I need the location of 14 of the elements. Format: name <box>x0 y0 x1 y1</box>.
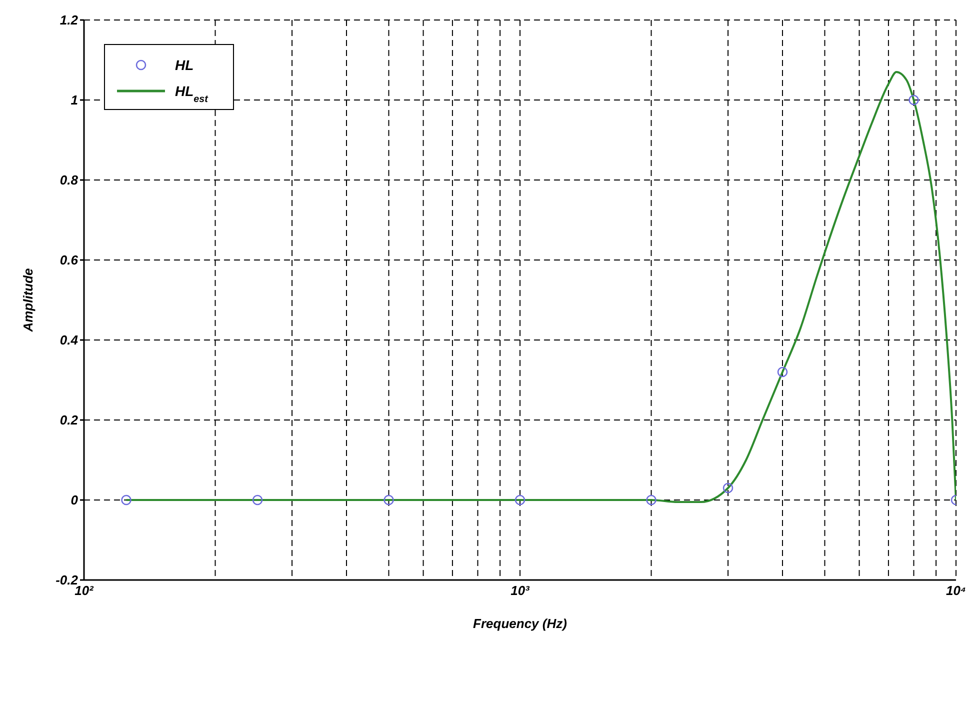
y-tick-label: 0.2 <box>60 412 79 428</box>
y-tick-label: 1.2 <box>60 12 79 28</box>
x-axis-title: Frequency (Hz) <box>473 616 567 631</box>
y-tick-label: 0 <box>70 492 79 508</box>
y-tick-label: 0.8 <box>60 172 79 188</box>
x-tick-label: 10² <box>74 583 94 598</box>
y-tick-label: 1 <box>70 92 78 108</box>
y-tick-label: 0.4 <box>60 332 79 348</box>
y-tick-label: 0.6 <box>60 252 79 268</box>
y-axis-title: Amplitude <box>20 268 36 333</box>
x-tick-label: 10⁴ <box>946 583 966 598</box>
legend-label: HL <box>175 57 194 73</box>
x-tick-label: 10³ <box>510 583 530 598</box>
legend-label: HL$_{est}$ <box>175 83 209 104</box>
